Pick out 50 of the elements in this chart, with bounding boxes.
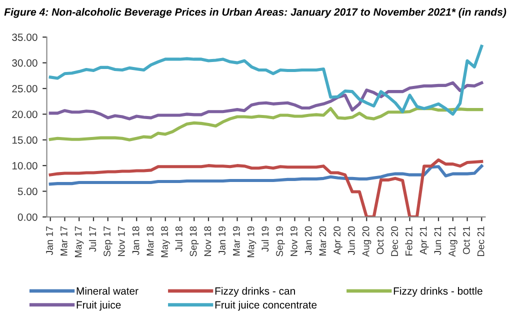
x-tick-label: Oct 21 — [462, 226, 470, 254]
x-tick-label: Jul 19 — [261, 226, 269, 252]
line-series — [48, 81, 484, 120]
x-tick-label: Mar 19 — [232, 226, 240, 256]
x-tick-label: Sep 18 — [190, 226, 199, 256]
legend-label: Mineral water — [76, 287, 138, 295]
line-series — [48, 44, 484, 116]
x-tick-label: Feb 21 — [405, 226, 412, 256]
y-tick-label: 5.00 — [18, 188, 38, 196]
x-tick-label: Nov 19 — [290, 226, 298, 256]
y-tick-label: 10.00 — [12, 162, 38, 170]
x-tick-label: Jun 21 — [434, 226, 442, 256]
x-tick-label: Jan 18 — [132, 226, 140, 256]
y-tick-label: 30.00 — [12, 59, 38, 67]
legend-label: Fruit juice — [76, 300, 121, 311]
x-tick-label: Mar 20 — [319, 226, 326, 256]
x-tick-label: Sep 17 — [104, 226, 112, 256]
x-tick-label: May 19 — [247, 226, 256, 258]
y-tick-label: 0.00 — [18, 213, 38, 221]
x-tick-label: Jul 17 — [88, 226, 96, 252]
line-series — [48, 164, 484, 186]
x-tick-label: Mar 17 — [60, 226, 68, 256]
x-tick-label: Jul 18 — [175, 226, 182, 252]
line-series — [48, 158, 484, 217]
y-tick-label: 35.00 — [12, 34, 38, 41]
x-tick-label: Jan 17 — [46, 226, 53, 256]
x-tick-label: Aug 20 — [362, 226, 372, 257]
x-tick-label: Sep 19 — [276, 226, 285, 256]
x-tick-label: Dec 21 — [477, 226, 484, 256]
legend-label: Fizzy drinks - can — [215, 287, 295, 297]
x-tick-label: Apr 21 — [420, 226, 429, 255]
y-tick-label: 20.00 — [12, 110, 38, 118]
y-tick-label: 15.00 — [12, 136, 38, 144]
x-tick-label: Nov 17 — [118, 226, 125, 256]
x-tick-label: Dec 20 — [391, 226, 398, 256]
x-tick-label: May 18 — [161, 226, 170, 258]
x-tick-label: Mar 18 — [146, 226, 154, 256]
chart-title: Figure 4: Non-alcoholic Beverage Prices in Urban Areas: January 2017 to November 2021* (in rands) — [4, 8, 506, 18]
legend-label: Fizzy drinks - bottle — [394, 287, 482, 297]
x-tick-label: Jan 19 — [218, 226, 226, 256]
x-tick-label: Jan 20 — [304, 226, 312, 256]
y-tick-label: 25.00 — [12, 85, 38, 92]
line-series — [48, 107, 484, 142]
x-tick-label: Aug 21 — [448, 226, 458, 257]
x-tick-label: Oct 20 — [376, 226, 384, 254]
x-tick-label: Jun 20 — [348, 226, 355, 256]
legend-label: Fruit juice concentrate — [215, 300, 317, 311]
x-tick-label: Apr 20 — [334, 226, 342, 255]
x-tick-label: Nov 18 — [204, 226, 212, 256]
x-tick-label: May 17 — [74, 226, 84, 258]
